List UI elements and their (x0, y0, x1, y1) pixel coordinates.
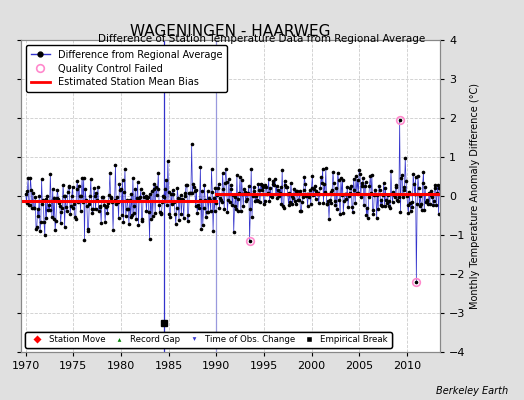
Text: Difference of Station Temperature Data from Regional Average: Difference of Station Temperature Data f… (99, 34, 425, 44)
Title: WAGENINGEN - HAARWEG: WAGENINGEN - HAARWEG (130, 24, 331, 39)
Y-axis label: Monthly Temperature Anomaly Difference (°C): Monthly Temperature Anomaly Difference (… (470, 83, 480, 309)
Legend: Station Move, Record Gap, Time of Obs. Change, Empirical Break: Station Move, Record Gap, Time of Obs. C… (25, 332, 391, 348)
Text: Berkeley Earth: Berkeley Earth (436, 386, 508, 396)
